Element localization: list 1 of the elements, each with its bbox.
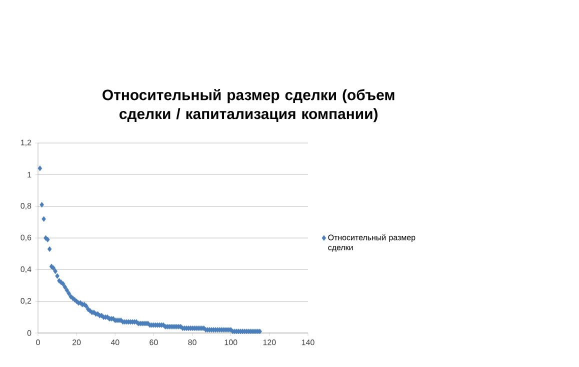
chart-title: Относительный размер сделки (объем сделки / капитализация компании) xyxy=(102,88,394,122)
